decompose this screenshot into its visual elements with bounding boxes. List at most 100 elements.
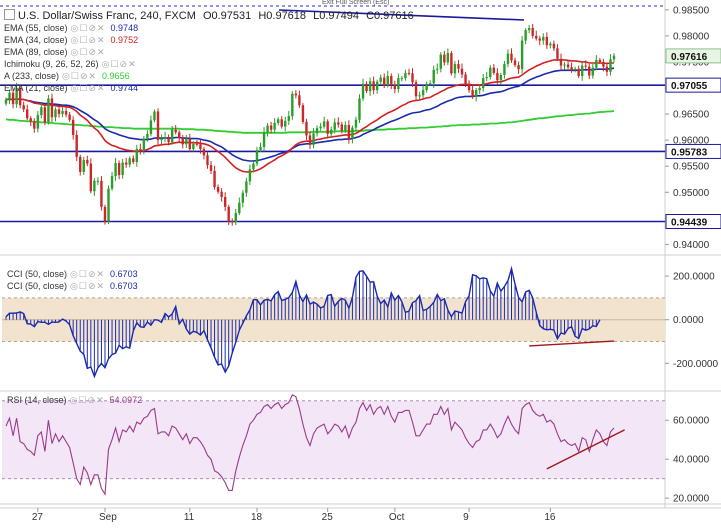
candle-body — [156, 111, 160, 141]
legend-controls-icon[interactable]: ◎☐⊘✕ — [70, 23, 106, 33]
symbol-header: U.S. Dollar/Swiss Franc, 240, FXCM O0.97… — [4, 9, 414, 22]
candle-body — [206, 155, 209, 166]
candle-body — [549, 43, 552, 46]
candle-body — [538, 38, 541, 41]
candle-body — [301, 105, 305, 122]
candle-body — [446, 53, 450, 63]
candle-body — [595, 59, 598, 68]
main-legend-row[interactable]: EMA (55, close) ◎☐⊘✕ 0.9748 — [4, 22, 414, 34]
candle-body — [93, 180, 96, 192]
cci-legend: CCI (50, close) ◎☐⊘✕ 0.6703 CCI (50, close)… — [7, 268, 138, 292]
legend-controls-icon[interactable]: ◎☐⊘✕ — [62, 71, 98, 81]
candle-body — [464, 74, 467, 84]
candle-body — [163, 137, 167, 139]
legend-controls-icon[interactable]: ◎☐⊘✕ — [70, 47, 106, 57]
candle-body — [269, 125, 273, 130]
candle-body — [319, 126, 322, 129]
ohlc-close: C0.97616 — [366, 10, 414, 22]
candle-body — [566, 64, 570, 68]
candle-body — [559, 58, 563, 66]
candle-body — [344, 125, 347, 131]
candle-body — [103, 206, 107, 222]
candle-body — [29, 118, 32, 122]
candle-body — [368, 81, 372, 92]
candle-body — [340, 124, 344, 131]
candle-body — [280, 119, 283, 127]
candle-body — [273, 122, 276, 130]
x-tick-label: 11 — [184, 512, 195, 523]
candle-body — [132, 158, 135, 163]
candle-body — [563, 64, 566, 66]
candle-body — [333, 122, 336, 130]
main-legend-row[interactable]: Ichimoku (9, 26, 52, 26) ◎☐⊘✕ — [4, 58, 414, 70]
main-legend-row[interactable]: EMA (34, close) ◎☐⊘✕ 0.9752 — [4, 34, 414, 46]
candle-body — [383, 77, 386, 86]
cci-legend-row[interactable]: CCI (50, close) ◎☐⊘✕ 0.6703 — [7, 268, 138, 280]
main-legend: U.S. Dollar/Swiss Franc, 240, FXCM O0.97… — [4, 9, 414, 94]
candle-body — [71, 119, 75, 135]
x-tick-label: 9 — [463, 512, 469, 523]
candle-body — [453, 64, 457, 74]
candle-body — [443, 54, 446, 63]
candle-body — [139, 149, 142, 151]
current-price-tag — [665, 48, 721, 64]
candle-body — [238, 202, 241, 214]
main-legend-row[interactable]: EMA (21, close) ◎☐⊘✕ 0.9744 — [4, 82, 414, 94]
main-legend-row[interactable]: A (233, close) ◎☐⊘✕ 0.9656 — [4, 70, 414, 82]
candle-body — [167, 137, 170, 143]
candle-body — [478, 88, 481, 91]
candle-body — [231, 221, 234, 223]
legend-controls-icon[interactable]: ◎☐⊘✕ — [69, 395, 105, 405]
cci-legend-row[interactable]: CCI (50, close) ◎☐⊘✕ 0.6703 — [7, 280, 138, 292]
candle-body — [234, 213, 237, 223]
candle-body — [322, 121, 326, 127]
candle-body — [552, 43, 556, 49]
price-tag-label: 0.97616 — [671, 52, 708, 63]
candle-body — [375, 81, 379, 91]
legend-label: A (233, close) — [4, 71, 60, 81]
cci-line — [5, 265, 601, 379]
cci-y-tick-label: 0.0000 — [673, 315, 704, 326]
candle-body — [337, 122, 340, 125]
candle-body — [411, 73, 414, 83]
level-price-tag — [665, 77, 721, 93]
legend-controls-icon[interactable]: ◎☐⊘✕ — [70, 281, 106, 291]
candle-body — [54, 109, 57, 118]
candle-body — [160, 138, 163, 141]
rsi-legend: RSI (14, close) ◎☐⊘✕ 54.0972 — [7, 394, 142, 406]
legend-controls-icon[interactable]: ◎☐⊘✕ — [101, 59, 137, 69]
candle-body — [291, 93, 294, 117]
candle-body — [520, 40, 524, 70]
candle-body — [390, 76, 393, 85]
visibility-toggle-icon[interactable] — [4, 9, 15, 20]
legend-controls-icon[interactable]: ◎☐⊘✕ — [70, 83, 106, 93]
x-tick-label: 27 — [32, 512, 44, 523]
y-tick-label: 0.98500 — [673, 5, 710, 16]
x-tick-label: 16 — [544, 512, 556, 523]
price-tag-label: 0.95783 — [671, 147, 708, 158]
candle-body — [61, 110, 64, 115]
candle-body — [276, 119, 280, 123]
candle-body — [531, 28, 534, 36]
candle-body — [379, 77, 382, 82]
candle-body — [174, 129, 177, 133]
candle-body — [40, 107, 43, 116]
candle-body — [524, 30, 527, 41]
cci-y-tick-label: 200.0000 — [673, 272, 715, 283]
main-legend-row[interactable]: EMA (89, close) ◎☐⊘✕ — [4, 46, 414, 58]
candle-body — [75, 134, 78, 157]
candle-body — [485, 77, 488, 79]
candle-body — [185, 139, 188, 145]
legend-controls-icon[interactable]: ◎☐⊘✕ — [70, 35, 106, 45]
candle-body — [50, 98, 54, 118]
candle-body — [245, 181, 248, 193]
candle-body — [503, 64, 506, 75]
candle-body — [22, 105, 25, 110]
rsi-legend-row[interactable]: RSI (14, close) ◎☐⊘✕ 54.0972 — [7, 394, 142, 406]
symbol-title: U.S. Dollar/Swiss Franc, 240, FXCM — [18, 10, 196, 22]
candle-body — [117, 163, 121, 176]
candle-body — [79, 156, 82, 172]
legend-controls-icon[interactable]: ◎☐⊘✕ — [70, 269, 106, 279]
candle-body — [428, 83, 432, 85]
legend-value: 0.6703 — [110, 281, 138, 291]
